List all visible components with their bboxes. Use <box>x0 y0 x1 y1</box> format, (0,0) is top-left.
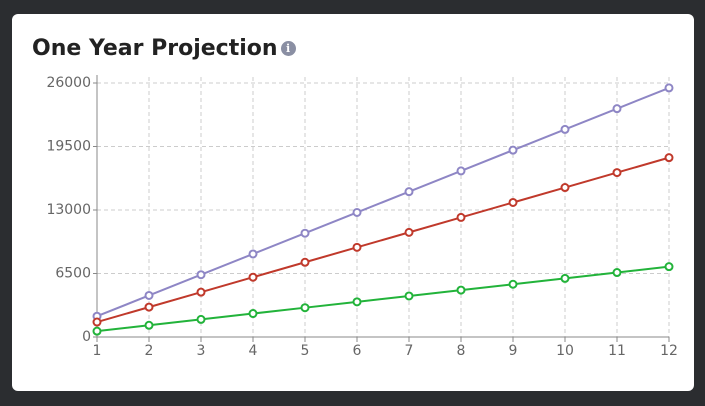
data-point <box>508 279 518 289</box>
data-point <box>560 273 570 283</box>
data-point <box>300 228 310 238</box>
data-point <box>92 326 102 336</box>
data-point <box>92 317 102 327</box>
data-point <box>404 187 414 197</box>
data-point <box>508 197 518 207</box>
y-tick-label: 26000 <box>46 75 91 91</box>
data-point <box>144 290 154 300</box>
title-row: One Year Projection i <box>32 36 296 61</box>
x-tick-label: 11 <box>608 343 626 359</box>
y-tick-label: 19500 <box>46 139 91 155</box>
y-tick-label: 0 <box>82 329 91 345</box>
data-point <box>248 249 258 259</box>
x-tick-label: 12 <box>660 343 678 359</box>
series-line <box>96 86 670 318</box>
data-point <box>196 314 206 324</box>
data-point <box>456 166 466 176</box>
data-point <box>560 124 570 134</box>
y-tick-label: 6500 <box>55 266 91 282</box>
data-point <box>456 285 466 295</box>
info-icon[interactable]: i <box>280 41 296 56</box>
data-point <box>508 145 518 155</box>
data-point <box>612 168 622 178</box>
data-point <box>612 104 622 114</box>
data-point <box>404 291 414 301</box>
x-tick-label: 9 <box>509 343 518 359</box>
data-point <box>196 287 206 297</box>
chart-title: One Year Projection <box>32 36 278 61</box>
data-point <box>404 227 414 237</box>
series-line <box>96 265 670 333</box>
data-point <box>352 207 362 217</box>
data-point <box>664 262 674 272</box>
x-tick-label: 10 <box>556 343 574 359</box>
x-tick-label: 6 <box>353 343 362 359</box>
data-point <box>248 309 258 319</box>
data-point <box>612 268 622 278</box>
x-tick-label: 5 <box>301 343 310 359</box>
x-tick-label: 7 <box>405 343 414 359</box>
y-tick-label: 13000 <box>46 202 91 218</box>
data-point <box>560 183 570 193</box>
data-point <box>248 272 258 282</box>
x-tick-label: 1 <box>93 343 102 359</box>
data-point <box>300 257 310 267</box>
data-point <box>352 297 362 307</box>
data-point <box>456 212 466 222</box>
series-line <box>96 156 670 324</box>
data-point <box>144 320 154 330</box>
data-point <box>664 83 674 93</box>
x-tick-label: 3 <box>197 343 206 359</box>
x-tick-label: 4 <box>249 343 258 359</box>
data-point <box>144 302 154 312</box>
data-point <box>196 270 206 280</box>
data-point <box>664 153 674 163</box>
x-tick-label: 2 <box>145 343 154 359</box>
data-point <box>300 303 310 313</box>
x-tick-label: 8 <box>457 343 466 359</box>
data-point <box>352 242 362 252</box>
